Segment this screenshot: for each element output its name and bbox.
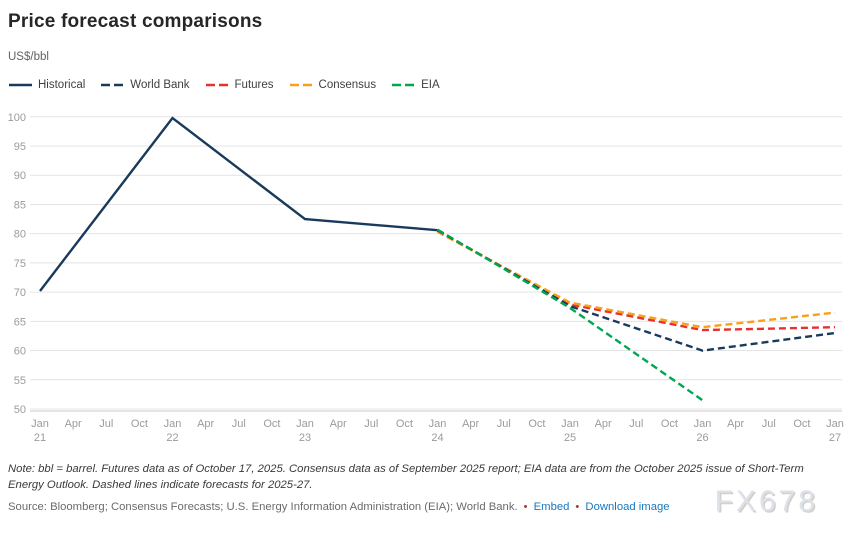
x-axis-tick-month: Oct (793, 418, 810, 430)
y-axis-tick-60: 60 (14, 346, 26, 358)
legend: Historical World Bank Futures Consensus EIA (8, 79, 440, 91)
y-axis-tick-80: 80 (14, 229, 26, 241)
x-axis-tick-month: Apr (595, 418, 612, 430)
x-axis-tick-month: Jul (364, 418, 378, 430)
x-axis-tick-month: Jan (296, 418, 314, 430)
x-axis-tick-month: Apr (727, 418, 744, 430)
legend-item-world-bank: World Bank (100, 79, 190, 91)
y-axis-tick-65: 65 (14, 316, 26, 328)
x-axis-tick-year: 23 (299, 432, 311, 444)
legend-swatch-consensus-icon (289, 83, 313, 87)
y-axis-tick-75: 75 (14, 258, 26, 270)
x-axis-tick-month: Apr (197, 418, 214, 430)
legend-label: Futures (234, 79, 274, 91)
y-axis-tick-90: 90 (14, 170, 26, 182)
x-axis-tick-month: Jul (497, 418, 511, 430)
x-axis-tick-year: 26 (696, 432, 708, 444)
legend-item-historical: Historical (8, 79, 85, 91)
y-axis-tick-50: 50 (14, 404, 26, 416)
x-axis-tick-month: Jul (762, 418, 776, 430)
legend-label: World Bank (130, 79, 190, 91)
x-axis-tick-month: Apr (65, 418, 82, 430)
x-axis-tick-month: Oct (263, 418, 280, 430)
x-axis-tick-month: Jan (164, 418, 182, 430)
legend-item-eia: EIA (391, 79, 440, 91)
legend-label: EIA (421, 79, 440, 91)
legend-swatch-eia-icon (392, 83, 416, 87)
series-line-futures (436, 229, 836, 332)
series-line-eia (436, 228, 704, 402)
x-axis-tick-month: Jul (232, 418, 246, 430)
x-axis-tick-month: Oct (131, 418, 148, 430)
y-axis-tick-55: 55 (14, 375, 26, 387)
x-axis-tick-month: Apr (462, 418, 479, 430)
legend-label: Historical (38, 79, 86, 91)
x-axis-tick-month: Oct (396, 418, 413, 430)
x-axis-tick-month: Oct (661, 418, 678, 430)
chart-canvas: 50 55 60 65 70 75 80 85 90 95 100 Jan 21 Apr Jul Oct Jan… (8, 112, 844, 444)
bullet-separator: • (575, 501, 580, 513)
series-line-consensus (436, 230, 836, 329)
legend-swatch-futures-icon (205, 83, 229, 87)
x-axis-tick-month: Jan (561, 418, 579, 430)
x-axis-tick-month: Apr (330, 418, 347, 430)
legend-label: Consensus (318, 79, 377, 91)
source-line: Source: Bloomberg; Consensus Forecasts; … (8, 501, 670, 513)
x-axis-tick-month: Jan (694, 418, 712, 430)
x-axis-tick-month: Oct (528, 418, 545, 430)
embed-link[interactable]: Embed (533, 501, 570, 513)
legend-item-futures: Futures (205, 79, 274, 91)
source-text: Source: Bloomberg; Consensus Forecasts; … (8, 501, 518, 513)
x-axis-tick-month: Jan (429, 418, 447, 430)
x-axis-tick-month: Jan (826, 418, 844, 430)
y-axis-tick-85: 85 (14, 199, 26, 211)
y-axis-tick-95: 95 (14, 141, 26, 153)
bullet-separator: • (523, 501, 528, 513)
page-title: Price forecast comparisons (8, 11, 263, 32)
footnote: Note: bbl = barrel. Futures data as of O… (8, 463, 804, 492)
x-axis-tick-year: 27 (829, 432, 841, 444)
x-axis-tick-year: 22 (166, 432, 178, 444)
y-axis-unit-label: US$/bbl (8, 51, 49, 63)
series-line-historical (39, 116, 438, 292)
series-line-world-bank (436, 229, 836, 352)
fx678-watermark: FX678 (714, 485, 818, 518)
legend-swatch-world-bank-icon (101, 83, 125, 87)
x-axis-tick-year: 25 (564, 432, 576, 444)
download-image-link[interactable]: Download image (585, 501, 670, 513)
x-axis-tick-month: Jul (99, 418, 113, 430)
x-axis-tick-year: 24 (431, 432, 443, 444)
x-axis-tick-year: 21 (34, 432, 46, 444)
y-axis-tick-100: 100 (8, 112, 26, 124)
legend-item-consensus: Consensus (289, 79, 377, 91)
legend-swatch-historical-icon (9, 83, 32, 87)
y-axis-tick-70: 70 (14, 287, 26, 299)
x-axis-tick-month: Jan (31, 418, 49, 430)
x-axis-tick-month: Jul (629, 418, 643, 430)
